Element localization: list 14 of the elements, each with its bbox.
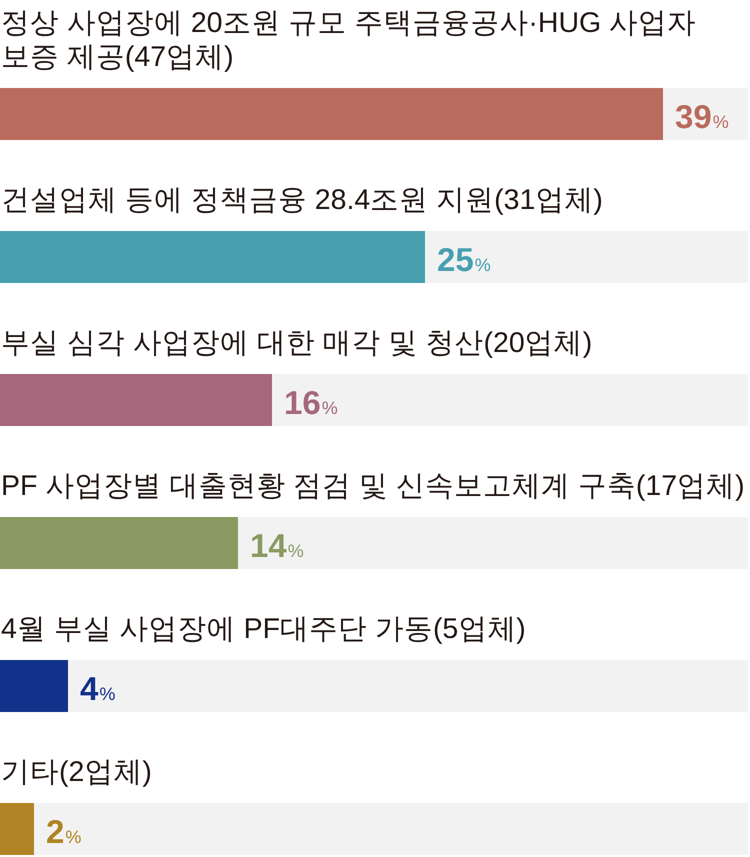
bar (0, 660, 68, 712)
data-label: 16% (284, 384, 338, 421)
y-tick-label: PF 사업장별 대출현황 점검 및 신속보고체계 구축(17업체) (1, 470, 745, 502)
data-label: 2% (46, 813, 82, 850)
data-label: 39% (675, 98, 729, 135)
data-label: 25% (437, 241, 491, 278)
data-label: 14% (250, 527, 304, 564)
y-tick-label: 건설업체 등에 정책금융 28.4조원 지원(31업체) (1, 184, 603, 216)
y-tick-label: 4월 부실 사업장에 PF대주단 가동(5업체) (1, 613, 526, 645)
y-tick-label: 정상 사업장에 20조원 규모 주택금융공사·HUG 사업자 보증 제공(47업체) (1, 7, 696, 73)
y-tick-label: 기타(2업체) (1, 756, 152, 788)
data-label: 4% (80, 670, 116, 707)
y-tick-label: 부실 심각 사업장에 대한 매각 및 청산(20업체) (1, 327, 592, 359)
bar (0, 803, 34, 855)
